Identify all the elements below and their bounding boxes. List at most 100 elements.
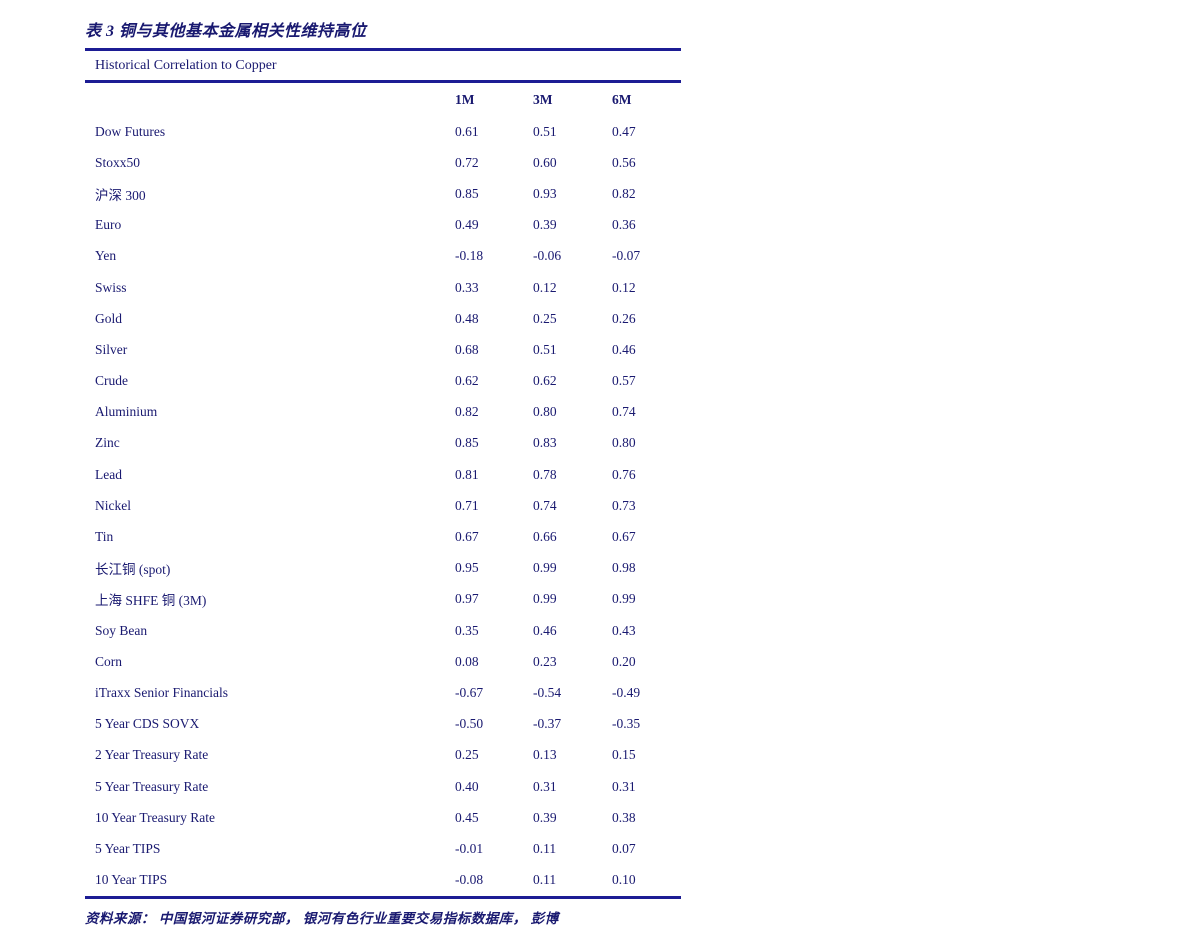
cell-value: 0.67 xyxy=(455,529,479,545)
row-label: 5 Year Treasury Rate xyxy=(95,778,209,794)
table-row: 长江铜 (spot) 0.95 0.99 0.98 xyxy=(85,553,681,584)
row-label: Swiss xyxy=(95,279,127,295)
table-row: Nickel 0.71 0.74 0.73 xyxy=(85,490,681,521)
cell-value: 0.76 xyxy=(612,466,636,482)
row-label: 5 Year TIPS xyxy=(95,840,161,856)
table-rows: Dow Futures 0.61 0.51 0.47 Stoxx50 0.72 0.60 0.… xyxy=(85,116,681,896)
cell-value: 0.98 xyxy=(612,560,636,576)
cell-value: 0.07 xyxy=(612,840,636,856)
table-row: Lead 0.81 0.78 0.76 xyxy=(85,459,681,490)
cell-value: 0.15 xyxy=(612,747,636,763)
cell-value: 0.99 xyxy=(533,591,557,607)
table-row: Aluminium 0.82 0.80 0.74 xyxy=(85,397,681,428)
cell-value: 0.62 xyxy=(533,373,557,389)
row-label: 长江铜 (spot) xyxy=(95,562,171,578)
cell-value: 0.46 xyxy=(533,622,557,638)
cell-value: 0.93 xyxy=(533,185,557,201)
table-row: Corn 0.08 0.23 0.20 xyxy=(85,646,681,677)
table-row: 10 Year Treasury Rate 0.45 0.39 0.38 xyxy=(85,802,681,833)
table-row: Zinc 0.85 0.83 0.80 xyxy=(85,428,681,459)
table-subtitle: Historical Correlation to Copper xyxy=(95,58,277,73)
table-row: iTraxx Senior Financials -0.67 -0.54 -0.49 xyxy=(85,677,681,708)
cell-value: 0.31 xyxy=(612,778,636,794)
table-row: Gold 0.48 0.25 0.26 xyxy=(85,303,681,334)
row-label: Aluminium xyxy=(95,404,158,420)
header-rule xyxy=(85,80,681,83)
row-label: Soy Bean xyxy=(95,622,148,638)
row-label: Yen xyxy=(95,248,117,264)
cell-value: 0.40 xyxy=(455,778,479,794)
table-row: Tin 0.67 0.66 0.67 xyxy=(85,521,681,552)
cell-value: 0.99 xyxy=(612,591,636,607)
cell-value: 0.47 xyxy=(612,123,636,139)
cell-value: 0.57 xyxy=(612,373,636,389)
cell-value: 0.20 xyxy=(612,653,636,669)
row-label: Lead xyxy=(95,466,122,482)
cell-value: 0.74 xyxy=(533,497,557,513)
column-header-1m: 1M xyxy=(455,91,475,107)
table-row: Euro 0.49 0.39 0.36 xyxy=(85,210,681,241)
cell-value: 0.49 xyxy=(455,217,479,233)
row-label: 沪深 300 xyxy=(95,187,146,203)
cell-value: 0.39 xyxy=(533,809,557,825)
cell-value: 0.11 xyxy=(533,872,557,888)
cell-value: 0.68 xyxy=(455,341,479,357)
cell-value: 0.08 xyxy=(455,653,479,669)
row-label: Euro xyxy=(95,217,122,233)
cell-value: -0.37 xyxy=(533,716,562,732)
row-label: Nickel xyxy=(95,497,131,513)
table-row: 10 Year TIPS -0.08 0.11 0.10 xyxy=(85,865,681,896)
cell-value: 0.56 xyxy=(612,154,636,170)
table-row: 5 Year CDS SOVX -0.50 -0.37 -0.35 xyxy=(85,709,681,740)
cell-value: 0.85 xyxy=(455,185,479,201)
cell-value: 0.39 xyxy=(533,217,557,233)
cell-value: 0.81 xyxy=(455,466,479,482)
table-row: Soy Bean 0.35 0.46 0.43 xyxy=(85,615,681,646)
table-row: 上海 SHFE 铜 (3M) 0.97 0.99 0.99 xyxy=(85,584,681,615)
cell-value: 0.95 xyxy=(455,560,479,576)
cell-value: 0.99 xyxy=(533,560,557,576)
cell-value: 0.61 xyxy=(455,123,479,139)
row-label: Crude xyxy=(95,373,128,389)
cell-value: 0.25 xyxy=(455,747,479,763)
cell-value: 0.26 xyxy=(612,310,636,326)
table-row: Silver 0.68 0.51 0.46 xyxy=(85,334,681,365)
row-label: 5 Year CDS SOVX xyxy=(95,716,200,732)
cell-value: 0.80 xyxy=(612,435,636,451)
cell-value: 0.80 xyxy=(533,404,557,420)
cell-value: -0.49 xyxy=(612,684,641,700)
cell-value: 0.83 xyxy=(533,435,557,451)
cell-value: 0.51 xyxy=(533,123,557,139)
row-label: iTraxx Senior Financials xyxy=(95,684,228,700)
row-label: Corn xyxy=(95,653,122,669)
cell-value: 0.67 xyxy=(612,529,636,545)
cell-value: 0.45 xyxy=(455,809,479,825)
row-label: Dow Futures xyxy=(95,123,166,139)
table-row: 沪深 300 0.85 0.93 0.82 xyxy=(85,178,681,209)
cell-value: 0.12 xyxy=(533,279,557,295)
cell-value: 0.48 xyxy=(455,310,479,326)
cell-value: 0.13 xyxy=(533,747,557,763)
source-note: 资料来源： 中国银河证券研究部， 银河有色行业重要交易指标数据库， 彭博 xyxy=(85,910,559,926)
cell-value: 0.43 xyxy=(612,622,636,638)
cell-value: -0.35 xyxy=(612,716,641,732)
table-row: Crude 0.62 0.62 0.57 xyxy=(85,366,681,397)
cell-value: -0.54 xyxy=(533,684,562,700)
cell-value: 0.97 xyxy=(455,591,479,607)
table-row: 2 Year Treasury Rate 0.25 0.13 0.15 xyxy=(85,740,681,771)
row-label: Gold xyxy=(95,310,122,326)
cell-value: 0.11 xyxy=(533,840,557,856)
row-label: 上海 SHFE 铜 (3M) xyxy=(95,593,207,609)
column-header-3m: 3M xyxy=(533,91,553,107)
cell-value: -0.07 xyxy=(612,248,641,264)
top-rule xyxy=(85,48,681,51)
cell-value: 0.38 xyxy=(612,809,636,825)
cell-value: -0.18 xyxy=(455,248,484,264)
column-header-6m: 6M xyxy=(612,91,632,107)
cell-value: 0.82 xyxy=(455,404,479,420)
row-label: 2 Year Treasury Rate xyxy=(95,747,209,763)
cell-value: -0.67 xyxy=(455,684,484,700)
table-row: Stoxx50 0.72 0.60 0.56 xyxy=(85,147,681,178)
row-label: 10 Year Treasury Rate xyxy=(95,809,215,825)
row-label: 10 Year TIPS xyxy=(95,872,168,888)
